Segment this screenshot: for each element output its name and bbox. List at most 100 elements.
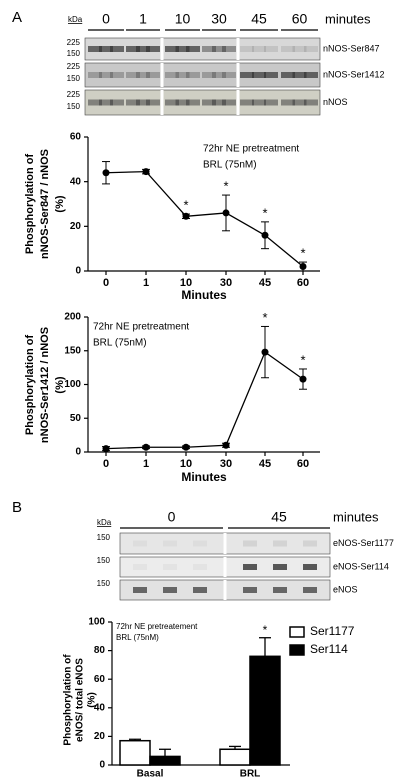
blot-band: [252, 99, 266, 106]
kda-marker: 225: [67, 38, 81, 47]
y-axis-label: (%): [54, 376, 66, 393]
blot-band: [99, 72, 113, 78]
blot-band: [252, 72, 266, 78]
x-tick-label: 30: [220, 458, 232, 470]
blot-band: [212, 72, 226, 78]
blot-band: [88, 99, 102, 106]
blot-band: [264, 46, 278, 52]
time-label: 10: [175, 11, 191, 27]
blot-band: [281, 46, 295, 52]
y-tick-label: 100: [88, 617, 105, 628]
y-tick-label: 100: [64, 379, 81, 390]
blot-band: [175, 46, 190, 52]
blot-band: [165, 46, 179, 52]
data-line: [105, 351, 304, 450]
blot-band: [303, 540, 317, 547]
blot-band: [99, 46, 113, 52]
blot-band: [304, 72, 318, 78]
y-axis-label: Phosphorylation of: [24, 335, 36, 436]
blot-band: [136, 72, 150, 78]
blot-band: [186, 72, 200, 78]
blot-band: [186, 46, 200, 52]
kda-marker: 150: [67, 74, 81, 83]
annotation: 72hr NE pretreatment: [93, 322, 189, 333]
data-point: [299, 263, 307, 271]
annotation: 72hr NE pretreatment: [203, 144, 299, 155]
annotation: 72hr NE pretreatement: [116, 622, 198, 631]
blot-band: [303, 564, 317, 570]
annotation: BRL (75nM): [116, 633, 159, 642]
y-tick-label: 150: [64, 345, 81, 356]
blot-band: [222, 46, 236, 52]
time-label: 1: [139, 11, 147, 27]
y-tick-label: 50: [70, 413, 82, 424]
blot-band: [133, 587, 147, 593]
blot-band: [281, 72, 295, 78]
blot-band: [202, 72, 216, 78]
time-label: 30: [211, 11, 227, 27]
data-line: [105, 170, 304, 268]
blot-band: [175, 99, 190, 106]
blot-band: [126, 99, 140, 106]
panel-label: B: [12, 499, 22, 516]
blot-band: [165, 99, 179, 106]
blot-band: [222, 72, 236, 78]
significance: *: [300, 352, 305, 367]
blot-band: [264, 72, 278, 78]
blot-band: [304, 46, 318, 52]
data-point: [102, 445, 110, 453]
x-tick-label: 10: [180, 277, 192, 289]
y-tick-label: 200: [64, 312, 81, 323]
blot-band: [243, 540, 257, 547]
kda-marker: 150: [67, 102, 81, 111]
blot-band: [202, 99, 216, 106]
blot-band: [193, 587, 207, 593]
x-axis-label: Minutes: [181, 288, 227, 302]
blot-band: [175, 72, 190, 78]
blot-band: [264, 99, 278, 106]
y-tick-label: 0: [99, 760, 105, 771]
time-label: 60: [292, 11, 308, 27]
significance: *: [183, 197, 188, 212]
bar: [219, 748, 251, 766]
time-label: 45: [271, 509, 287, 525]
annotation: BRL (75nM): [203, 160, 257, 171]
kda-marker: 150: [67, 49, 81, 58]
blot-band: [133, 540, 147, 547]
blot-band: [273, 564, 287, 570]
blot-band: [110, 99, 124, 106]
significance: *: [300, 246, 305, 261]
significance: *: [262, 205, 267, 220]
blot-band: [252, 46, 266, 52]
x-tick-label: 45: [259, 458, 271, 470]
x-tick-label: Basal: [137, 769, 164, 780]
y-tick-label: 20: [70, 221, 82, 232]
legend-label: Ser114: [310, 642, 348, 656]
data-point: [261, 348, 269, 356]
y-axis-label: (%): [87, 692, 98, 708]
blot-band: [133, 564, 147, 570]
y-tick-label: 40: [94, 702, 106, 713]
significance: *: [223, 179, 228, 194]
y-axis-label: Phosphorylation of: [24, 154, 36, 255]
x-tick-label: 10: [180, 458, 192, 470]
x-tick-label: 0: [103, 277, 109, 289]
kda-label: kDa: [68, 15, 83, 24]
blot-band: [186, 99, 200, 106]
blot-band: [193, 564, 207, 570]
blot-band: [136, 99, 150, 106]
y-axis-label: Phosphorylation of: [63, 654, 74, 746]
data-point: [142, 168, 150, 176]
blot-band: [126, 46, 140, 52]
y-axis-label: (%): [54, 195, 66, 212]
x-tick-label: 60: [297, 458, 309, 470]
x-tick-label: 1: [143, 277, 149, 289]
kda-marker: 225: [67, 90, 81, 99]
data-point: [261, 231, 269, 239]
blot-band: [136, 46, 150, 52]
time-label: 45: [251, 11, 267, 27]
y-tick-label: 40: [70, 176, 82, 187]
legend-swatch: [289, 644, 305, 656]
kda-marker: 150: [97, 556, 111, 565]
